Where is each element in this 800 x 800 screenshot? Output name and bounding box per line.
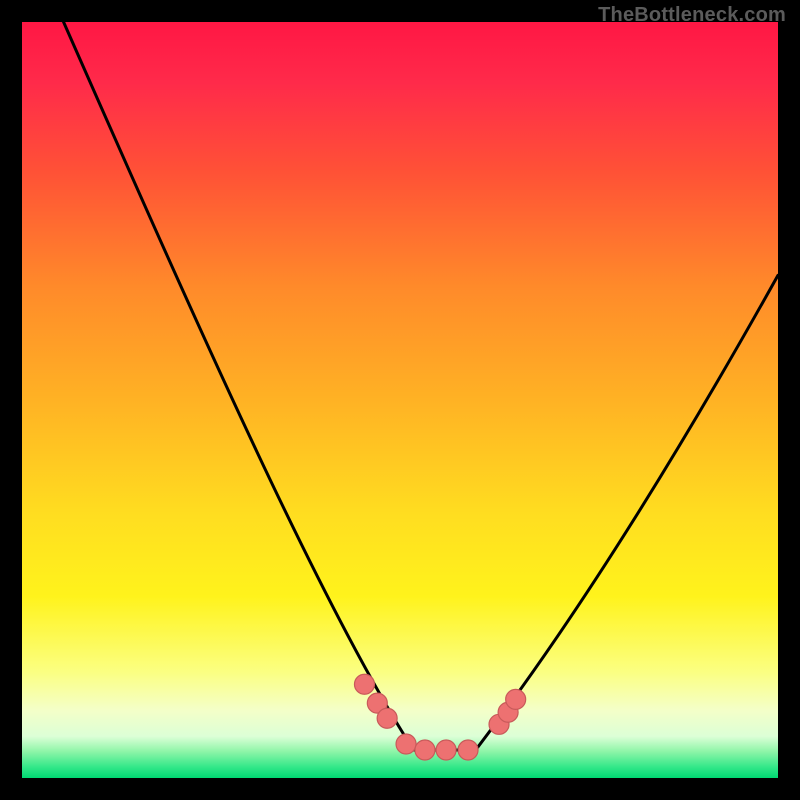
chart-frame: TheBottleneck.com [0, 0, 800, 800]
plot-area [22, 22, 778, 778]
watermark-label: TheBottleneck.com [598, 4, 786, 27]
